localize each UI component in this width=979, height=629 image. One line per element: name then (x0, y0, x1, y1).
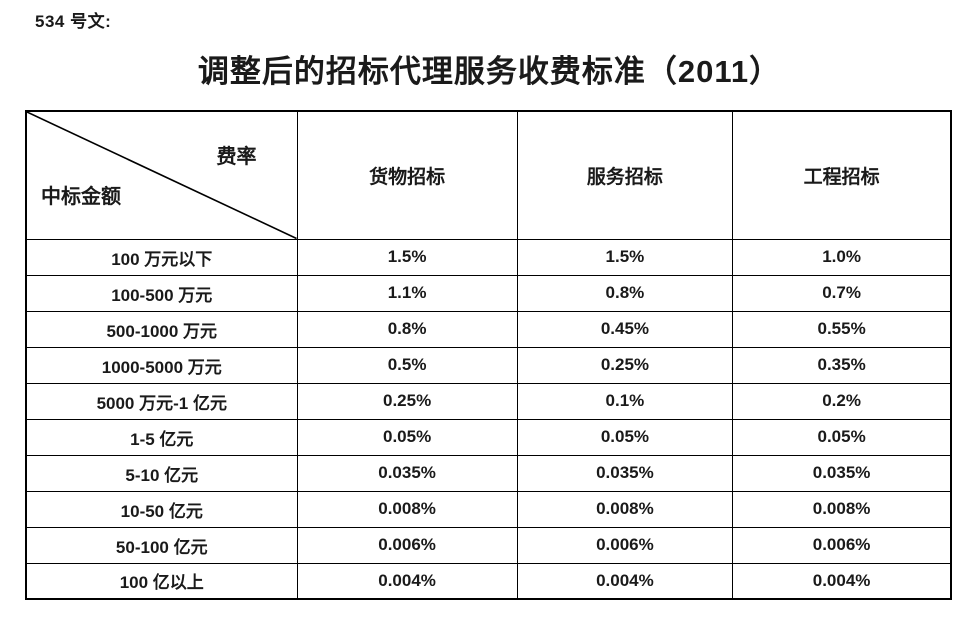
column-header-goods: 货物招标 (296, 110, 518, 240)
rate-cell: 1.1% (296, 274, 518, 312)
rate-cell: 0.008% (732, 490, 952, 528)
corner-label-rate: 费率 (216, 146, 257, 168)
corner-label-bid-amount: 中标金额 (41, 185, 121, 208)
fee-table: 费率 中标金额 货物招标 服务招标 工程招标 100 万元以下 1.5% 1.5… (25, 110, 952, 600)
rate-cell: 0.05% (296, 418, 518, 456)
rate-cell: 0.004% (296, 562, 518, 600)
column-header-engineering: 工程招标 (732, 110, 952, 240)
rate-cell: 0.45% (516, 310, 734, 348)
header-row: 费率 中标金额 货物招标 服务招标 工程招标 (25, 110, 952, 240)
rate-cell: 1.5% (516, 238, 734, 276)
rate-cell: 0.35% (732, 346, 952, 384)
row-label: 100 亿以上 (25, 562, 298, 600)
rate-cell: 0.25% (296, 382, 518, 420)
column-header-services: 服务招标 (516, 110, 734, 240)
rate-cell: 0.7% (732, 274, 952, 312)
rate-cell: 1.5% (296, 238, 518, 276)
row-label: 1000-5000 万元 (25, 346, 298, 384)
rate-cell: 0.035% (296, 454, 518, 492)
row-label: 500-1000 万元 (25, 310, 298, 348)
rate-cell: 0.008% (516, 490, 734, 528)
rate-cell: 0.05% (516, 418, 734, 456)
rate-cell: 1.0% (732, 238, 952, 276)
rate-cell: 0.008% (296, 490, 518, 528)
page-title: 调整后的招标代理服务收费标准（2011） (197, 54, 782, 89)
rate-cell: 0.004% (516, 562, 734, 600)
row-label: 100 万元以下 (25, 238, 298, 276)
table-row: 5-10 亿元 0.035% 0.035% 0.035% (25, 454, 952, 492)
rate-cell: 0.8% (516, 274, 734, 312)
row-label: 50-100 亿元 (25, 526, 298, 564)
corner-cell: 费率 中标金额 (25, 110, 298, 240)
rate-cell: 0.035% (732, 454, 952, 492)
doc-number-label: 534 号文: (35, 12, 112, 31)
table-row: 1-5 亿元 0.05% 0.05% 0.05% (25, 418, 952, 456)
table-row: 10-50 亿元 0.008% 0.008% 0.008% (25, 490, 952, 528)
table-row: 1000-5000 万元 0.5% 0.25% 0.35% (25, 346, 952, 384)
diagonal-line (27, 112, 297, 239)
row-label: 5-10 亿元 (25, 454, 298, 492)
rate-cell: 0.2% (732, 382, 952, 420)
rate-cell: 0.05% (732, 418, 952, 456)
rate-cell: 0.8% (296, 310, 518, 348)
rate-cell: 0.004% (732, 562, 952, 600)
table-row: 50-100 亿元 0.006% 0.006% 0.006% (25, 526, 952, 564)
row-label: 100-500 万元 (25, 274, 298, 312)
table-row: 500-1000 万元 0.8% 0.45% 0.55% (25, 310, 952, 348)
rate-cell: 0.006% (296, 526, 518, 564)
table-row: 100 亿以上 0.004% 0.004% 0.004% (25, 562, 952, 600)
rate-cell: 0.25% (516, 346, 734, 384)
table-row: 100-500 万元 1.1% 0.8% 0.7% (25, 274, 952, 312)
rate-cell: 0.035% (516, 454, 734, 492)
row-label: 10-50 亿元 (25, 490, 298, 528)
rate-cell: 0.1% (516, 382, 734, 420)
table-row: 100 万元以下 1.5% 1.5% 1.0% (25, 238, 952, 276)
rate-cell: 0.006% (732, 526, 952, 564)
row-label: 5000 万元-1 亿元 (25, 382, 298, 420)
row-label: 1-5 亿元 (25, 418, 298, 456)
rate-cell: 0.006% (516, 526, 734, 564)
rate-cell: 0.55% (732, 310, 952, 348)
table-row: 5000 万元-1 亿元 0.25% 0.1% 0.2% (25, 382, 952, 420)
rate-cell: 0.5% (296, 346, 518, 384)
